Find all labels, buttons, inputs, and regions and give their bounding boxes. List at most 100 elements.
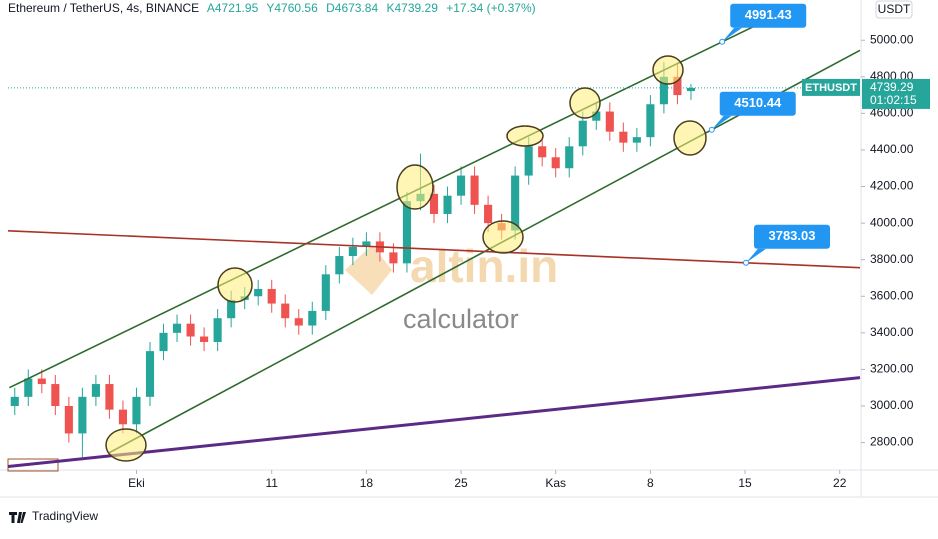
highlight <box>673 120 707 156</box>
x-tick-label: 15 <box>738 476 752 490</box>
candle-body <box>64 405 73 434</box>
y-tick-label: 3600.00 <box>870 288 914 302</box>
candle-body <box>281 303 290 319</box>
candle-body <box>362 241 371 247</box>
candle-body <box>484 204 493 224</box>
footer-brand: TradingView <box>32 509 98 523</box>
candle-body <box>619 131 628 143</box>
candle-body <box>389 252 398 264</box>
x-tick-label: 8 <box>647 476 654 490</box>
symbol: Ethereum / TetherUS, 4s, BINANCE <box>8 1 200 15</box>
header: Ethereum / TetherUS, 4s, BINANCE A4721.9… <box>8 1 541 15</box>
candle-body <box>267 288 276 304</box>
candle-body <box>402 201 412 264</box>
highlight <box>652 55 684 85</box>
ohlc-open: A4721.95 <box>206 1 259 15</box>
highlight <box>482 220 524 254</box>
highlight <box>396 164 434 210</box>
label-box <box>730 3 807 28</box>
tag-name: ETHUSDT <box>805 82 857 94</box>
trendline <box>7 376 861 469</box>
tv-logo: TradingView <box>9 509 98 523</box>
currency-box[interactable] <box>875 0 913 19</box>
tag-price: 4739.29 <box>870 80 914 94</box>
y-tick-label: 2800.00 <box>870 435 914 449</box>
candle-body <box>308 310 317 326</box>
x-tick-label: Eki <box>128 476 145 490</box>
candle-body <box>605 111 614 132</box>
label-anchor <box>719 38 726 45</box>
annotations <box>105 55 707 462</box>
label-box <box>719 91 796 116</box>
candle-body <box>91 384 100 397</box>
y-tick-label: 5000.00 <box>870 32 914 46</box>
x-tick-label: Kas <box>545 476 566 490</box>
y-tick-label: 4400.00 <box>870 142 914 156</box>
ohlc-high: Y4760.56 <box>266 1 318 15</box>
x-tick-label: 25 <box>454 476 468 490</box>
label-anchor <box>742 259 749 266</box>
candle-body <box>321 274 330 311</box>
candle-body <box>659 76 668 105</box>
label-pointer <box>745 248 766 263</box>
candle-body <box>646 104 655 138</box>
label-text: 4991.43 <box>745 7 792 22</box>
candle-body <box>145 351 155 397</box>
candle-body <box>632 137 641 143</box>
candle-body <box>227 299 236 319</box>
trendline <box>7 229 861 269</box>
highlight <box>506 125 544 147</box>
label-text: 3783.03 <box>768 228 815 243</box>
candle-body <box>132 396 141 425</box>
label-anchor <box>708 126 715 133</box>
label-pointer <box>711 115 732 130</box>
candle-body <box>686 87 696 92</box>
x-tick-label: 11 <box>265 476 278 490</box>
highlight <box>569 87 601 119</box>
y-tick-label: 4200.00 <box>870 179 914 193</box>
range-box <box>7 458 59 472</box>
plot: 4991.43 4510.44 3783.03 <box>7 3 861 469</box>
tag-price-box <box>862 78 930 109</box>
ohlc-low: D4673.84 <box>326 1 379 15</box>
candle-body <box>118 409 128 425</box>
candle-body <box>10 396 19 406</box>
y-tick-label: 4000.00 <box>870 215 914 229</box>
candle-body <box>592 111 601 121</box>
candle-body <box>443 195 452 214</box>
candle-body <box>348 246 357 257</box>
change: +17.34 (+0.37%) <box>446 1 536 15</box>
label-text: 4510.44 <box>734 95 782 110</box>
candle-body <box>172 323 182 333</box>
candle-body <box>578 120 587 147</box>
candle-body <box>51 384 60 406</box>
candle-body <box>335 256 344 275</box>
highlight <box>217 267 253 303</box>
highlight <box>105 428 147 462</box>
currency: USDT <box>878 2 911 16</box>
candle-body <box>470 175 479 205</box>
candle-body <box>538 146 547 158</box>
x-tick-label: 22 <box>833 476 847 490</box>
watermark: altin.in calculator <box>345 240 558 334</box>
candle-body <box>24 378 33 397</box>
y-tick-label: 3400.00 <box>870 325 914 339</box>
candle-body <box>511 175 520 231</box>
label-pointer <box>722 27 743 42</box>
candle-body <box>78 396 87 434</box>
candle-body <box>159 332 168 352</box>
x-tick-label: 18 <box>360 476 374 490</box>
candle-body <box>186 323 195 337</box>
candle-body <box>673 76 682 96</box>
candle-body <box>254 288 263 297</box>
candle-body <box>429 193 439 214</box>
candle-body <box>565 146 574 169</box>
candle-body <box>105 384 114 410</box>
watermark-sub: calculator <box>403 304 519 334</box>
y-tick-label: 3800.00 <box>870 252 914 266</box>
y-tick-label: 3000.00 <box>870 398 914 412</box>
candle-body <box>524 146 533 176</box>
candle-body <box>213 318 222 342</box>
